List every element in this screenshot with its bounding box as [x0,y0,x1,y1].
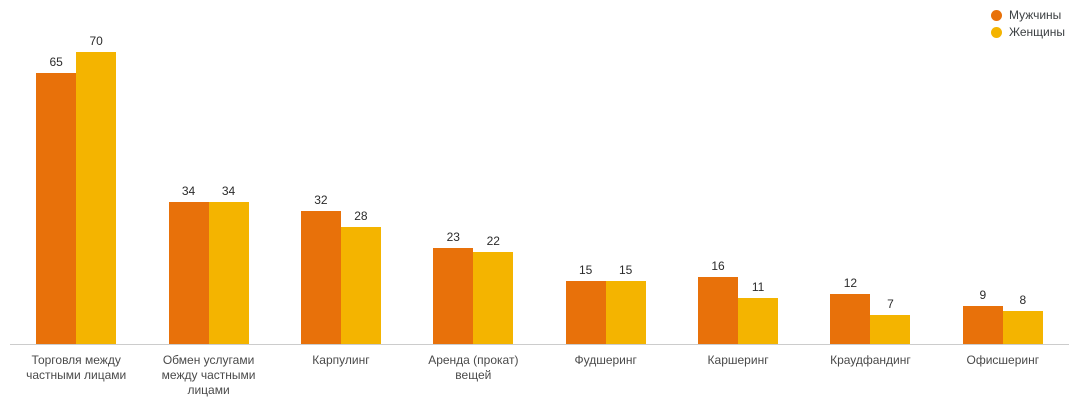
bar-column-women: 70 [76,34,117,344]
bar-men[interactable] [300,211,341,344]
bar-column-men: 65 [36,55,77,344]
value-label: 11 [751,280,765,294]
bar-column-men: 9 [962,288,1003,344]
bar-column-women: 7 [870,297,911,344]
bar-women[interactable] [1002,311,1043,344]
value-label: 9 [979,288,987,302]
bar-column-men: 23 [433,230,474,344]
category-label: Каршеринг [707,353,769,367]
value-label: 34 [221,184,236,198]
bar-women[interactable] [208,202,249,344]
legend-swatch-men-icon [990,9,1002,21]
bar-men[interactable] [433,248,474,344]
legend: Мужчины Женщины [990,8,1065,39]
legend-swatch-women-icon [990,26,1002,38]
bar-men[interactable] [168,202,209,344]
bar-women[interactable] [76,52,117,344]
bar-women[interactable] [738,298,779,344]
category-label: Фудшеринг [574,353,637,367]
value-label: 28 [354,209,368,223]
value-label: 23 [446,230,460,244]
value-label: 34 [181,184,196,198]
legend-item-women: Женщины [990,25,1065,39]
category-label: Обмен услугами между частными лицами [161,353,256,397]
legend-label-men: Мужчины [1008,8,1062,22]
category-label: Краудфандинг [830,353,911,367]
bar-women[interactable] [870,315,911,344]
category-label: Аренда (прокат) вещей [428,353,519,382]
bar-men[interactable] [962,306,1003,344]
bar-column-men: 12 [830,276,871,344]
bar-group: 15 15 [540,263,672,344]
bar-column-women: 11 [738,280,779,344]
bar-group: 12 7 [804,276,936,344]
bar-women[interactable] [473,252,514,344]
bar-group: 65 70 [10,34,142,344]
bar-group: 16 11 [672,259,804,344]
bar-column-women: 8 [1002,293,1043,344]
value-label: 8 [1019,293,1027,307]
value-label: 15 [619,263,633,277]
category-label: Карпулинг [312,353,370,367]
bar-column-men: 15 [565,263,606,344]
category-label: Торговля между частными лицами [26,353,127,382]
bar-group: 23 22 [407,230,539,344]
bar-column-women: 28 [340,209,381,344]
bar-column-men: 34 [168,184,209,344]
value-label: 7 [887,297,894,311]
value-label: 15 [579,263,593,277]
bar-women[interactable] [340,227,381,344]
bar-women[interactable] [605,281,646,344]
legend-item-men: Мужчины [990,8,1065,22]
bar-column-women: 22 [473,234,514,344]
legend-label-women: Женщины [1008,25,1065,39]
bar-men[interactable] [36,73,77,344]
bar-men[interactable] [698,277,739,344]
bar-column-women: 15 [605,263,646,344]
category-label: Офисшеринг [966,353,1040,367]
plot-area: 65 70 34 34 32 28 23 22 15 15 16 11 12 7 9 8 [10,0,1069,345]
value-label: 32 [314,193,328,207]
value-label: 16 [711,259,725,273]
value-label: 22 [486,234,500,248]
bar-men[interactable] [565,281,606,344]
bar-column-men: 32 [300,193,341,344]
bar-group: 32 28 [275,193,407,344]
value-label: 65 [49,55,63,69]
bar-group: 34 34 [142,184,274,344]
bar-column-men: 16 [698,259,739,344]
value-label: 70 [89,34,103,48]
value-label: 12 [843,276,858,290]
bar-column-women: 34 [208,184,249,344]
x-axis-labels: Торговля между частными лицами Обмен услу… [10,347,1069,398]
bar-men[interactable] [830,294,871,344]
